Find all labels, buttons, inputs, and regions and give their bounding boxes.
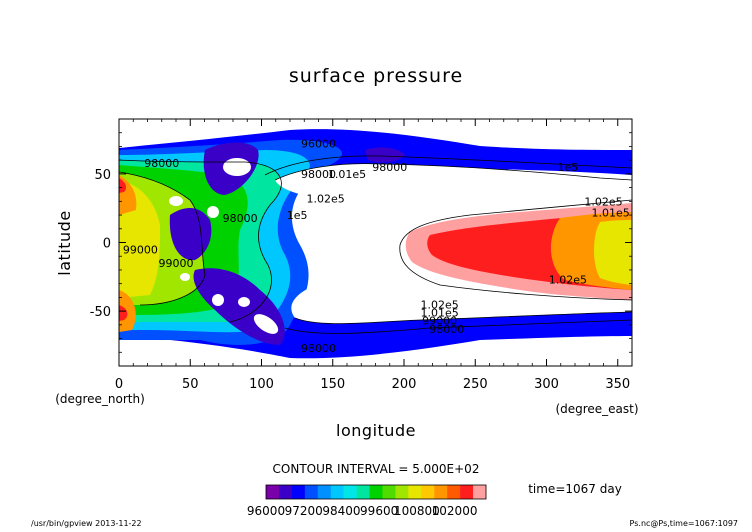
y-tick-label: -50 <box>90 305 111 320</box>
colorbar-label: 98400 <box>322 504 360 518</box>
colorbar-swatch <box>369 485 383 499</box>
hole-3 <box>207 206 219 218</box>
colorbar-label: 97200 <box>285 504 323 518</box>
contour-line-5 <box>284 319 632 334</box>
x-axis: 0 50 100 150 200 250 300 350 <box>115 119 630 392</box>
y-tick-label: 0 <box>103 237 111 252</box>
contour-label: 1.02e5 <box>306 193 344 206</box>
contour-label: 99000 <box>422 315 457 328</box>
contour-label: 1.02e5 <box>420 298 458 311</box>
x-tick-label: 0 <box>115 377 123 392</box>
x-tick-label: 200 <box>392 377 417 392</box>
pocket-mid <box>169 208 212 261</box>
contour-labels: 9600098000980001.01e51.02e51e59800099000… <box>123 138 630 355</box>
colorbar-swatch <box>395 485 409 499</box>
contour-label: 1e5 <box>557 161 578 174</box>
colorbar-swatch <box>408 485 422 499</box>
region-red-west-south <box>119 305 128 321</box>
colorbar-swatch <box>434 485 448 499</box>
region-red-west-north <box>119 178 127 193</box>
hole-4 <box>180 273 190 281</box>
colorbar-swatch <box>278 485 293 499</box>
x-tick-label: 300 <box>534 377 559 392</box>
x-tick-label: 250 <box>463 377 488 392</box>
colorbar-swatch <box>356 485 370 499</box>
contour-label: 1.01e5 <box>328 168 366 181</box>
colorbar-label: 96000 <box>247 504 285 518</box>
pressure-field <box>119 119 632 366</box>
contour-label: 98000 <box>301 342 336 355</box>
colorbar-label: 99600 <box>360 504 398 518</box>
contour-line-1 <box>274 163 632 181</box>
x-tick-label: 100 <box>249 377 274 392</box>
colorbar-swatch <box>266 485 280 499</box>
contour-label: 1.01e5 <box>420 306 458 319</box>
y-axis: -50 0 50 <box>90 132 632 353</box>
contour-label: 98000 <box>223 212 258 225</box>
region-orange-south <box>119 290 136 332</box>
y-axis-units: (degree_north) <box>55 392 145 406</box>
contour-line-6 <box>119 159 282 323</box>
colorbar-swatch <box>447 485 461 499</box>
colorbar-swatch <box>421 485 435 499</box>
contour-interval-text: CONTOUR INTERVAL = 5.000E+02 <box>273 462 480 476</box>
colorbar-swatch <box>473 485 487 499</box>
contour-label: 98000 <box>301 168 336 181</box>
chart-title: surface pressure <box>289 65 463 87</box>
y-axis-label: latitude <box>55 210 74 275</box>
hole-5 <box>212 294 224 306</box>
high-band-east-yellow <box>594 220 632 285</box>
contour-line-2 <box>294 311 632 325</box>
contour-label: 98000 <box>372 161 407 174</box>
x-tick-label: 350 <box>605 377 630 392</box>
contour-label: 1e5 <box>287 209 308 222</box>
x-axis-units: (degree_east) <box>555 402 638 416</box>
y-tick-label: 50 <box>94 168 111 183</box>
time-text: time=1067 day <box>528 482 622 496</box>
contour-label: 1.02e5 <box>584 195 622 208</box>
x-tick-label: 50 <box>182 377 199 392</box>
colorbar-label: 102000 <box>432 504 478 518</box>
colorbar-label: 100800 <box>394 504 440 518</box>
colorbar-swatch <box>382 485 396 499</box>
hole-6 <box>238 297 250 307</box>
x-tick-label: 150 <box>320 377 345 392</box>
colorbar-swatch <box>330 485 344 499</box>
colorbar-swatch <box>343 485 357 499</box>
contour-label: 98000 <box>429 323 464 336</box>
hole-2 <box>169 196 183 206</box>
contour-label: 98000 <box>144 157 179 170</box>
contour-line-4 <box>264 155 632 176</box>
contour-label: 99000 <box>159 257 194 270</box>
contour-label: 96000 <box>301 138 336 151</box>
footer-program: /usr/bin/gpview 2013-11-22 <box>31 519 142 528</box>
hole-1 <box>223 158 251 176</box>
contour-line-7 <box>119 171 206 306</box>
colorbar-swatch <box>317 485 332 499</box>
pocket-north-2 <box>365 147 405 163</box>
x-axis-label: longitude <box>336 421 416 440</box>
contour-lines <box>119 155 632 334</box>
colorbar-swatch <box>291 485 306 499</box>
colorbar-swatch <box>460 485 474 499</box>
colorbar-swatch <box>304 485 319 499</box>
contour-label: 1.01e5 <box>591 206 629 219</box>
colorbar <box>265 484 487 500</box>
contour-label: 99000 <box>123 243 158 256</box>
white-region-main <box>275 163 632 324</box>
contour-label: 1.02e5 <box>549 274 587 287</box>
hole-7 <box>253 314 279 334</box>
contour-line-3 <box>399 199 632 301</box>
footer-source: Ps.nc@Ps,time=1067:1097 <box>630 519 738 528</box>
colorbar-frame <box>265 484 487 500</box>
